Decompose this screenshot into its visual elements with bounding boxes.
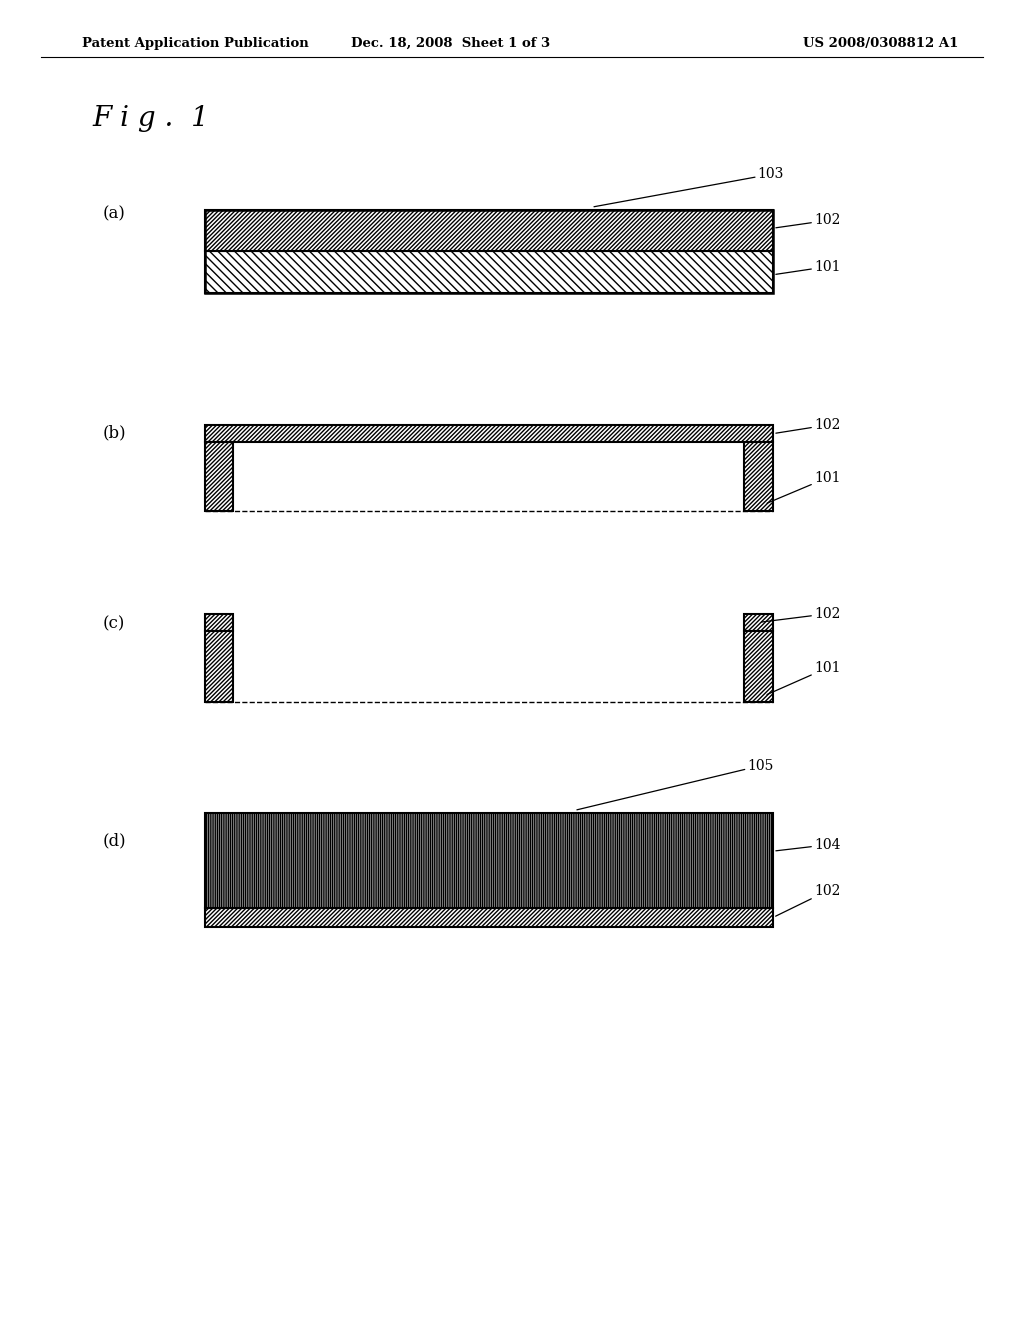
Text: (d): (d)	[102, 833, 126, 849]
Bar	[744, 442, 773, 511]
Text: 101: 101	[776, 260, 841, 275]
Text: 103: 103	[594, 168, 784, 207]
Text: 101: 101	[767, 471, 841, 503]
Bar	[744, 631, 773, 702]
Text: (b): (b)	[102, 425, 126, 441]
Bar	[205, 631, 233, 702]
Text: 102: 102	[762, 607, 841, 622]
Text: 105: 105	[577, 759, 774, 810]
Bar	[205, 813, 773, 908]
Bar	[744, 614, 773, 631]
Bar	[205, 251, 773, 293]
Bar	[205, 442, 233, 511]
Text: US 2008/0308812 A1: US 2008/0308812 A1	[803, 37, 958, 50]
Text: 104: 104	[776, 838, 841, 851]
Text: 102: 102	[775, 884, 841, 916]
Text: (c): (c)	[102, 616, 125, 632]
Text: Patent Application Publication: Patent Application Publication	[82, 37, 308, 50]
Text: (a): (a)	[102, 206, 125, 222]
Bar	[205, 210, 773, 251]
Bar	[205, 908, 773, 927]
Text: 102: 102	[776, 418, 841, 433]
Bar	[205, 210, 773, 293]
Text: 102: 102	[776, 214, 841, 228]
Text: 101: 101	[767, 661, 841, 694]
Bar	[205, 425, 773, 442]
Bar	[205, 614, 233, 631]
Text: Dec. 18, 2008  Sheet 1 of 3: Dec. 18, 2008 Sheet 1 of 3	[351, 37, 550, 50]
Text: F i g .  1: F i g . 1	[92, 106, 209, 132]
